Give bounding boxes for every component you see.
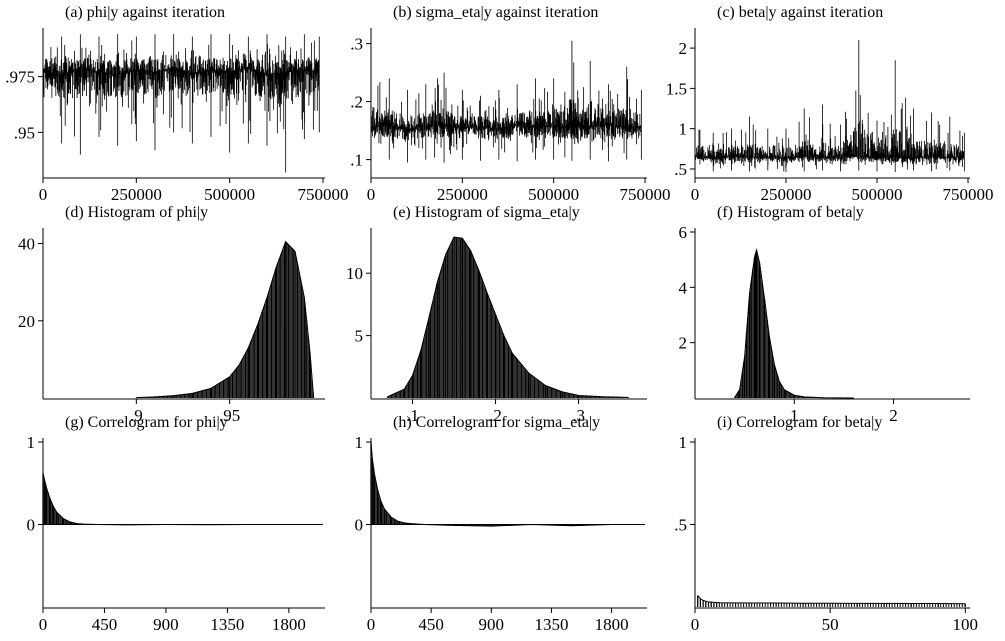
panel-title: (i) Correlogram for beta|y [717, 414, 882, 431]
x-tick-label: .2 [489, 406, 502, 425]
panel-g: (g) Correlogram for phi|y 0 1 0 450 900 1350 18… [27, 414, 325, 634]
panel-title: (e) Histogram of sigma_eta|y [393, 204, 580, 221]
y-tick-label: .5 [674, 160, 687, 179]
x-tick-label: 750000 [620, 185, 671, 204]
x-tick-label: 1350 [210, 615, 244, 634]
x-tick-label: 0 [367, 185, 376, 204]
trace-series-line [370, 40, 642, 163]
x-tick-label: 1800 [595, 615, 629, 634]
x-tick-label: 900 [479, 615, 505, 634]
bars [135, 241, 314, 398]
panel-title: (g) Correlogram for phi|y [65, 414, 228, 431]
y-tick-label: .975 [5, 68, 35, 87]
x-tick-label: .3 [572, 406, 585, 425]
y-tick-label: .95 [14, 123, 35, 142]
y-tick-label: 6 [679, 223, 688, 242]
bars [370, 442, 611, 527]
x-tick-label: 0 [39, 185, 48, 204]
x-tick-label: .9 [130, 406, 143, 425]
x-tick-label: 0 [39, 615, 48, 634]
x-tick-label: 750000 [298, 185, 349, 204]
y-tick-label: 10 [346, 264, 363, 283]
x-tick-label: 50 [822, 615, 839, 634]
panel-e: (e) Histogram of sigma_eta|y 5 10 .1 .2 .3 [346, 204, 647, 425]
x-tick-label: .1 [406, 406, 419, 425]
y-tick-label: 2 [679, 39, 688, 58]
bars [697, 595, 966, 607]
y-tick-label: 0 [355, 516, 364, 535]
x-tick-label: 900 [153, 615, 179, 634]
x-tick-label: 100 [953, 615, 979, 634]
x-tick-label: 0 [691, 185, 700, 204]
x-tick-label: 500000 [528, 185, 579, 204]
y-tick-label: .3 [350, 35, 363, 54]
panel-title: (a) phi|y against iteration [65, 4, 225, 21]
trace-series-line [42, 34, 320, 173]
panel-title: (h) Correlogram for sigma_eta|y [393, 414, 600, 431]
bar-outline [136, 240, 315, 399]
x-tick-label: 1800 [272, 615, 306, 634]
panel-c: (c) beta|y against iteration .5 1 1.5 2 0 2500… [666, 4, 994, 204]
panel-h: (h) Correlogram for sigma_eta|y 0 1 0 450 900… [355, 414, 647, 634]
bar-outline [697, 595, 966, 605]
x-tick-label: 250000 [761, 185, 812, 204]
x-tick-label: 750000 [943, 185, 994, 204]
x-tick-label: 500000 [852, 185, 903, 204]
y-tick-label: 2 [679, 334, 688, 353]
y-tick-label: 1 [27, 433, 36, 452]
x-tick-label: 1350 [534, 615, 568, 634]
panel-title: (b) sigma_eta|y against iteration [393, 4, 598, 21]
x-tick-label: 2 [889, 406, 898, 425]
x-tick-label: 250000 [437, 185, 488, 204]
x-tick-label: 450 [92, 615, 118, 634]
panel-i: (i) Correlogram for beta|y .5 1 0 50 100 [674, 414, 978, 634]
bar-outline [734, 248, 854, 399]
y-tick-label: 4 [679, 278, 688, 297]
x-tick-label: 1 [790, 406, 799, 425]
trace-series-line [694, 40, 965, 173]
panel-a: (a) phi|y against iteration .95 .975 0 25000… [5, 4, 348, 204]
x-tick-label: 500000 [204, 185, 255, 204]
x-tick-label: 0 [367, 615, 376, 634]
bars [42, 473, 247, 525]
panel-d: (d) Histogram of phi|y 20 40 .9 .95 [18, 204, 325, 425]
panel-f: (f) Histogram of beta|y 2 4 6 1 2 [679, 204, 970, 425]
y-tick-label: .1 [350, 151, 363, 170]
panel-b: (b) sigma_eta|y against iteration .1 .2 .3 0… [350, 4, 670, 204]
y-tick-label: 40 [18, 235, 35, 254]
bars [387, 237, 629, 398]
y-tick-label: 1 [355, 433, 364, 452]
y-tick-label: 1 [679, 120, 688, 139]
x-tick-label: 450 [418, 615, 444, 634]
x-tick-label: 250000 [111, 185, 162, 204]
bar-outline [42, 473, 317, 526]
bar-outline [370, 441, 639, 527]
y-tick-label: .5 [674, 516, 687, 535]
panel-title: (f) Histogram of beta|y [717, 204, 864, 221]
y-tick-label: 5 [355, 327, 364, 346]
panel-title: (c) beta|y against iteration [717, 4, 883, 21]
y-tick-label: 1.5 [666, 79, 687, 98]
y-tick-label: .2 [350, 93, 363, 112]
x-tick-label: .95 [219, 406, 240, 425]
panel-title: (d) Histogram of phi|y [65, 204, 208, 221]
y-tick-label: 1 [679, 433, 688, 452]
y-tick-label: 20 [18, 312, 35, 331]
x-tick-label: 0 [691, 615, 700, 634]
bar-outline [387, 236, 629, 398]
y-tick-label: 0 [27, 516, 36, 535]
